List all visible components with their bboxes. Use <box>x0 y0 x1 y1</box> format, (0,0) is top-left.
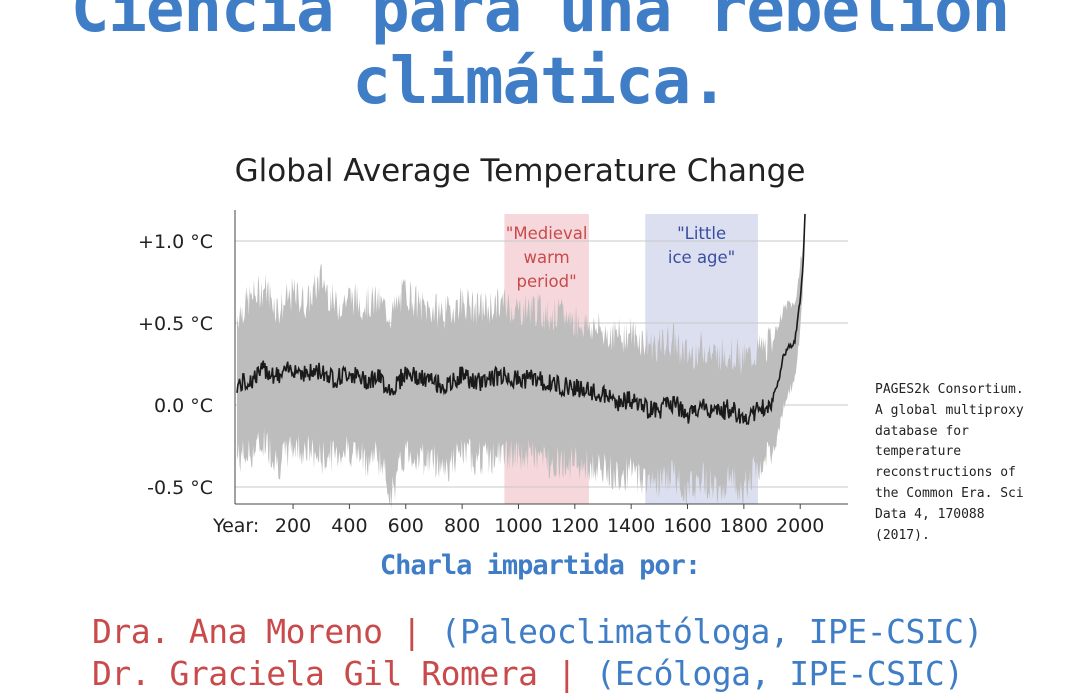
credits-heading: Charla impartida por: <box>379 550 701 581</box>
x-tick-label-9: 2000 <box>776 515 824 537</box>
speaker-2: Dr. Graciela Gil Romera | (Ecóloga, IPE-… <box>92 654 964 693</box>
y-tick-label-3: -0.5 °C <box>147 477 213 499</box>
headline-line-1: Ciencia para una rebelión <box>70 0 1010 47</box>
mean-temperature-line <box>236 213 806 426</box>
x-tick-label-1: 400 <box>331 515 367 537</box>
x-tick-label-2: 600 <box>388 515 424 537</box>
period-label-0-line-0: "Medieval <box>506 224 588 243</box>
x-tick-label-5: 1200 <box>551 515 599 537</box>
speaker-2-role: (Ecóloga, IPE-CSIC) <box>595 654 965 693</box>
chart-title: Global Average Temperature Change <box>234 153 806 189</box>
speaker-1: Dra. Ana Moreno | (Paleoclimatóloga, IPE… <box>92 612 983 651</box>
citation-text: PAGES2k Consortium. A global multiproxy … <box>875 382 1024 543</box>
period-label-0-line-2: period" <box>517 272 577 291</box>
x-tick-label-3: 800 <box>444 515 480 537</box>
x-tick-label-0: 200 <box>275 515 311 537</box>
uncertainty-band <box>237 213 805 511</box>
x-tick-label-7: 1600 <box>663 515 711 537</box>
x-tick-label-6: 1400 <box>607 515 655 537</box>
speaker-2-name: Dr. Graciela Gil Romera | <box>92 654 596 693</box>
y-tick-label-2: 0.0 °C <box>154 395 213 417</box>
temperature-chart: +1.0 °C +0.5 °C 0.0 °C -0.5 °C Year: 200 400 60… <box>138 210 848 537</box>
y-tick-label-1: +0.5 °C <box>138 313 213 335</box>
period-label-0-line-1: warm <box>524 248 570 267</box>
x-axis-prefix: Year: <box>212 515 259 537</box>
period-label-1-line-1: ice age" <box>668 248 735 267</box>
speaker-1-role: (Paleoclimatóloga, IPE-CSIC) <box>440 612 984 651</box>
speaker-1-name: Dra. Ana Moreno | <box>92 612 441 651</box>
x-tick-label-8: 1800 <box>720 515 768 537</box>
x-tick-label-4: 1000 <box>494 515 542 537</box>
period-label-1-line-0: "Little <box>677 224 726 243</box>
headline-line-2: climática. <box>352 45 728 119</box>
y-tick-label-0: +1.0 °C <box>138 231 213 253</box>
